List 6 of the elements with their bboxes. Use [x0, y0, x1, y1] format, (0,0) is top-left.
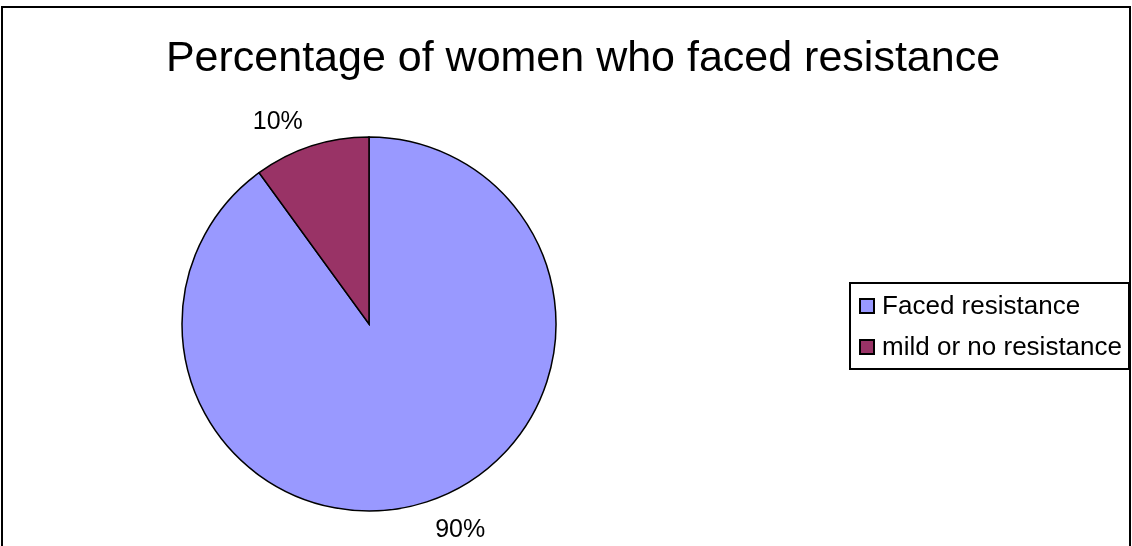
data-label: 10%	[252, 106, 303, 135]
pie-slice	[181, 136, 557, 512]
data-label: 90%	[435, 513, 486, 542]
legend-label: mild or no resistance	[882, 330, 1122, 363]
chart-title: Percentage of women who faced resistance	[164, 32, 1002, 80]
legend-label: Faced resistance	[882, 289, 1081, 322]
